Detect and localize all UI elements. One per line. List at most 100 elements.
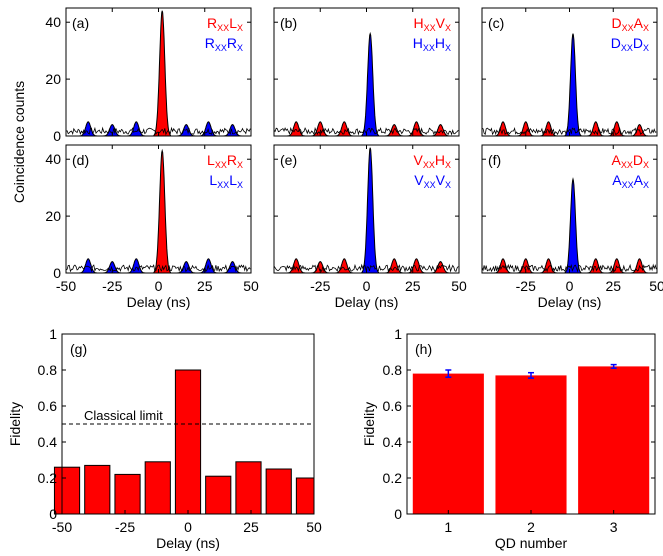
legend-subscript: X xyxy=(237,180,243,190)
peak-red xyxy=(587,121,605,137)
peak-blue xyxy=(361,31,379,137)
panel-label: (h) xyxy=(415,341,432,357)
legend-entry-red: LXXRX xyxy=(207,152,243,170)
baseline-trace xyxy=(65,263,251,273)
legend-symbol: H xyxy=(435,35,445,51)
peak-blue xyxy=(361,147,379,274)
legend-symbol: V xyxy=(414,172,424,188)
fidelity-delay-panel xyxy=(53,333,315,515)
panel-label: (c) xyxy=(488,15,504,31)
legend-subscript: X xyxy=(445,160,451,170)
legend-subscript: X xyxy=(237,23,243,33)
legend-entry-blue: AXXAX xyxy=(612,172,649,190)
y-tick-label: 0.6 xyxy=(38,398,58,414)
legend-symbol: V xyxy=(414,152,424,168)
legend-entry-red: DXXAX xyxy=(612,15,650,33)
legend-subscript: XX xyxy=(423,160,435,170)
legend-subscript: X xyxy=(643,160,649,170)
legend-subscript: XX xyxy=(423,43,435,53)
legend-subscript: X xyxy=(643,180,649,190)
x-tick-label: 1 xyxy=(444,519,452,535)
y-tick-label: 1 xyxy=(49,326,57,342)
classical-limit-label: Classical limit xyxy=(84,408,163,423)
histogram-panel: DXXAX DXXDX xyxy=(481,7,658,137)
peak-red xyxy=(153,10,171,137)
legend-entry-blue: VXXVX xyxy=(414,172,451,190)
peak-red xyxy=(431,124,450,137)
y-tick-label: 0.8 xyxy=(383,362,403,378)
legend-entry-red: RXXLX xyxy=(207,15,243,33)
baseline-trace xyxy=(481,263,657,273)
y-tick-label: 0.4 xyxy=(383,434,403,450)
legend-entry-blue: LXXLX xyxy=(209,172,243,190)
legend-subscript: X xyxy=(445,43,451,53)
panel-label: (e) xyxy=(280,152,297,168)
legend-subscript: XX xyxy=(217,23,229,33)
panel-label: (a) xyxy=(72,15,89,31)
legend-symbol: L xyxy=(207,152,215,168)
y-tick-label: 0 xyxy=(49,506,57,522)
legend-symbol: D xyxy=(612,15,622,31)
legend-entry-red: VXXHX xyxy=(414,152,452,170)
y-tick-label: 20 xyxy=(45,71,61,87)
peak-blue xyxy=(564,33,582,137)
x-tick-label: -25 xyxy=(310,278,330,294)
y-tick-label: 0.4 xyxy=(38,434,58,450)
legend-symbol: R xyxy=(227,35,237,51)
x-tick-label: 0 xyxy=(155,278,163,294)
x-axis-label: Delay (ns) xyxy=(156,535,220,551)
peak-red xyxy=(287,258,305,274)
baseline-trace xyxy=(481,126,657,136)
panel-label: (b) xyxy=(280,15,297,31)
y-axis-label: Fidelity xyxy=(7,402,23,446)
legend-subscript: XX xyxy=(621,43,633,53)
legend-subscript: X xyxy=(237,160,243,170)
peak-blue xyxy=(564,177,582,274)
peak-red xyxy=(385,124,404,137)
x-axis-label: Delay (ns) xyxy=(538,294,602,310)
x-tick-label: -50 xyxy=(52,519,72,535)
legend-symbol: L xyxy=(209,172,217,188)
x-tick-label: 25 xyxy=(243,519,259,535)
legend-entry-blue: DXXDX xyxy=(611,35,649,53)
legend-symbol: R xyxy=(207,15,217,31)
legend-subscript: X xyxy=(445,23,451,33)
bar xyxy=(53,466,81,515)
x-tick-label: -25 xyxy=(516,278,536,294)
x-tick-label: 0 xyxy=(566,278,574,294)
peak-blue xyxy=(127,258,146,274)
x-tick-label: 0 xyxy=(363,278,371,294)
y-axis-label: Fidelity xyxy=(361,402,377,446)
legend-symbol: R xyxy=(205,35,215,51)
y-tick-label: 0.6 xyxy=(383,398,403,414)
bar xyxy=(495,375,567,514)
legend-symbol: H xyxy=(414,15,424,31)
legend-subscript: XX xyxy=(424,23,436,33)
peak-blue xyxy=(199,121,218,137)
peak-red xyxy=(494,121,512,137)
x-tick-label: 50 xyxy=(649,278,663,294)
legend-entry-blue: RXXRX xyxy=(205,35,243,53)
legend-symbol: R xyxy=(227,152,237,168)
x-tick-label: -25 xyxy=(115,519,135,535)
legend-subscript: XX xyxy=(622,23,634,33)
legend-subscript: XX xyxy=(215,43,227,53)
x-tick-label: 25 xyxy=(197,278,213,294)
bar xyxy=(412,373,484,514)
bar xyxy=(295,477,315,515)
legend-symbol: L xyxy=(229,15,237,31)
bar xyxy=(205,475,232,515)
peak-red xyxy=(540,258,557,274)
x-tick-label: 50 xyxy=(451,278,467,294)
x-axis-label: QD number xyxy=(495,535,568,551)
panel-label: (d) xyxy=(72,152,89,168)
bar xyxy=(235,461,262,515)
legend-symbol: V xyxy=(436,172,446,188)
legend-subscript: XX xyxy=(217,180,229,190)
y-tick-label: 0.2 xyxy=(38,470,58,486)
bar xyxy=(578,366,650,514)
legend-subscript: X xyxy=(237,43,243,53)
bar xyxy=(84,464,111,515)
